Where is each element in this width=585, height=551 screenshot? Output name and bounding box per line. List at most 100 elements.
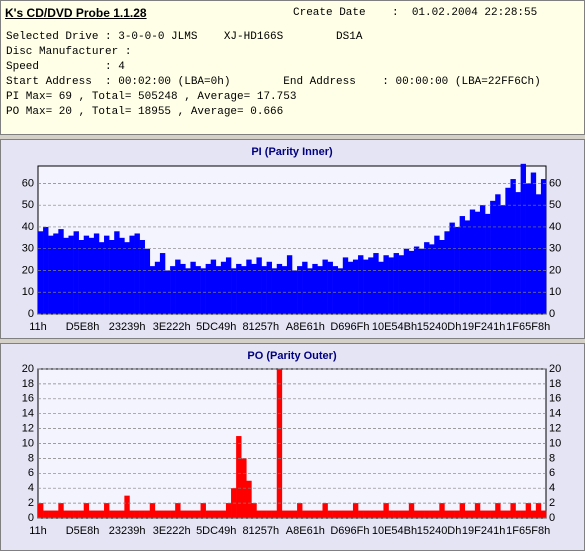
bar (490, 510, 496, 518)
chart-title: PI (Parity Inner) (251, 146, 333, 158)
bar (215, 510, 222, 518)
y-tick-label-right: 30 (549, 243, 561, 255)
bar (424, 242, 430, 314)
bar (266, 510, 272, 518)
bar (419, 248, 425, 314)
y-tick-label: 30 (22, 243, 34, 255)
bar (165, 510, 171, 518)
bar (332, 266, 339, 314)
chart-title: PO (Parity Outer) (247, 350, 337, 362)
bar (327, 261, 333, 314)
bar (337, 268, 344, 314)
bar (195, 510, 201, 518)
bar (347, 510, 354, 518)
x-tick-label: D696Fh (330, 525, 369, 537)
bar (424, 510, 430, 518)
y-tick-label: 6 (28, 467, 34, 479)
bar (398, 510, 405, 518)
bar (373, 510, 379, 518)
bar (134, 233, 140, 314)
info-panel: K's CD/DVD Probe 1.1.28 Create Date : 01… (0, 0, 585, 135)
bar (251, 503, 257, 518)
y-tick-label-right: 40 (549, 221, 561, 233)
bar (48, 510, 54, 518)
y-tick-label-right: 18 (549, 378, 561, 390)
bar (444, 510, 450, 518)
bar (535, 503, 542, 518)
y-tick-label-right: 8 (549, 452, 555, 464)
bar (419, 510, 425, 518)
bar (312, 510, 318, 518)
bar (297, 266, 303, 314)
y-tick-label-right: 50 (549, 199, 561, 211)
bar (83, 503, 90, 518)
bar (505, 510, 511, 518)
bar (134, 510, 140, 518)
bar (378, 261, 384, 314)
info-line: Start Address : 00:02:00 (LBA=0h) End Ad… (6, 76, 541, 88)
y-tick-label: 4 (28, 482, 34, 494)
bar (515, 510, 521, 518)
bar (38, 231, 44, 314)
bar (485, 213, 491, 314)
y-tick-label: 10 (22, 437, 34, 449)
bar (327, 510, 333, 518)
bar (246, 259, 252, 314)
bar (38, 503, 44, 518)
bar (231, 268, 237, 314)
bar (73, 231, 79, 314)
bar (454, 510, 460, 518)
bar (398, 255, 405, 314)
bar (281, 266, 288, 314)
info-line: PO Max= 20 , Total= 18955 , Average= 0.6… (6, 106, 284, 118)
bar (500, 510, 506, 518)
bar (515, 192, 521, 314)
bar (347, 261, 354, 314)
bar (220, 261, 227, 314)
y-tick-label-right: 12 (549, 423, 561, 435)
bar (43, 510, 49, 518)
bar (510, 503, 516, 518)
bar (88, 510, 95, 518)
y-tick-label: 0 (28, 308, 34, 320)
bar (261, 266, 267, 314)
bar (317, 510, 323, 518)
bar (464, 510, 471, 518)
bar (271, 510, 278, 518)
bar (408, 250, 415, 314)
x-tick-label: 3E222h (153, 321, 191, 333)
bar (78, 510, 85, 518)
x-tick-label: A8E61h (286, 321, 325, 333)
bar (104, 503, 110, 518)
bar (479, 510, 486, 518)
bar (495, 194, 501, 314)
bar (276, 263, 283, 314)
bar (246, 480, 252, 518)
bar (429, 244, 435, 314)
x-tick-label: 11h (29, 525, 47, 537)
x-tick-label: 19F241h (462, 321, 505, 333)
bar (352, 503, 359, 518)
bar (225, 503, 232, 518)
y-tick-label-right: 2 (549, 497, 555, 509)
x-tick-label: 19F241h (462, 525, 505, 537)
y-tick-label-right: 4 (549, 482, 555, 494)
bar (393, 253, 399, 314)
bar (63, 237, 69, 314)
bar (358, 255, 364, 314)
x-tick-label: 81257h (242, 321, 279, 333)
create-date: Create Date : 01.02.2004 22:28:55 (293, 7, 538, 19)
y-tick-label-right: 10 (549, 437, 561, 449)
bar (68, 235, 74, 314)
bar (388, 510, 394, 518)
y-tick-label-right: 0 (549, 308, 555, 320)
y-tick-label: 0 (28, 512, 34, 524)
bar (495, 503, 501, 518)
bar (530, 172, 537, 314)
bar (388, 257, 394, 314)
y-tick-label: 8 (28, 452, 34, 464)
bar (53, 233, 59, 314)
bar (210, 259, 217, 314)
